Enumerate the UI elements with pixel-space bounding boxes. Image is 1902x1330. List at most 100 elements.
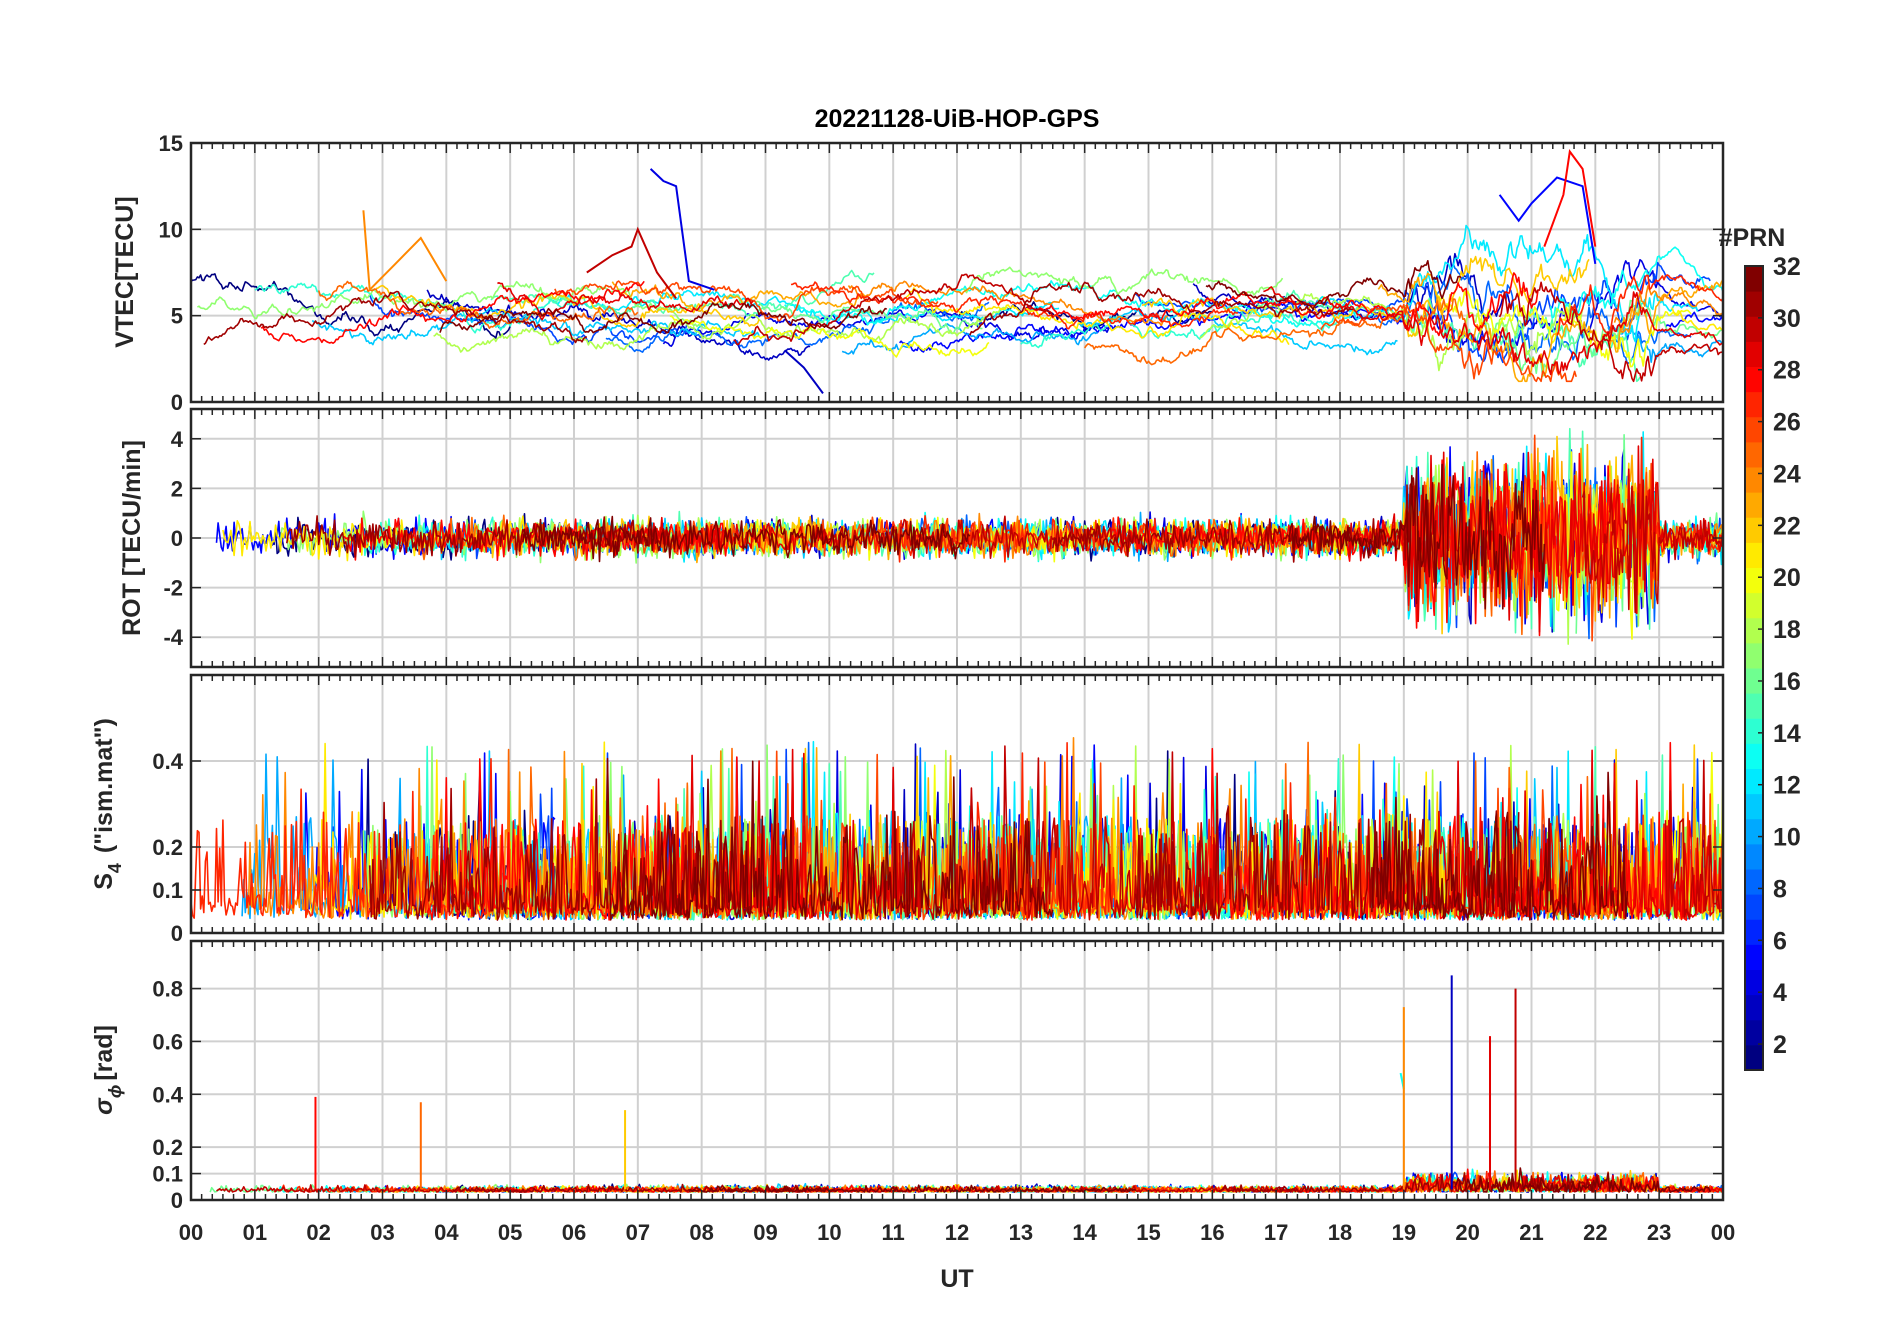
series-prn-28: [1543, 149, 1597, 247]
colorbar-tick-label: 28: [1773, 357, 1801, 385]
trace-prn-17: [197, 280, 709, 329]
y-tick-label: 5: [171, 304, 183, 329]
vtec-ticks: 0 5 10 15: [159, 131, 1724, 415]
colorbar-swatch: [1745, 894, 1763, 920]
colorbar-tick-label: 26: [1773, 409, 1801, 437]
trace-prn-18: [433, 306, 1009, 353]
y-tick-label: 0.6: [152, 1029, 183, 1054]
x-tick-label: 00: [1711, 1220, 1735, 1245]
series-prn-5: [1498, 176, 1597, 265]
rot-ylabel: ROT [TECU/min]: [118, 440, 146, 636]
colorbar-swatch: [1745, 843, 1763, 870]
series-prn-24: [362, 210, 448, 293]
trace-prn-25: [1249, 741, 1634, 921]
trace-prn-16: [727, 293, 983, 335]
colorbar-tick-label: 6: [1773, 927, 1787, 955]
trace-prn-25: [1167, 451, 1552, 636]
vtec-panel: 0 5 10 15 VTEC[TECU]: [111, 131, 1725, 415]
vtec-data: [191, 149, 1723, 394]
colorbar-swatch: [1745, 542, 1763, 568]
colorbar-swatch: [1745, 793, 1763, 820]
y-tick-label: 0: [171, 390, 183, 415]
colorbar-swatch: [1745, 266, 1763, 292]
y-tick-label: 2: [171, 476, 183, 501]
colorbar-swatch: [1745, 668, 1763, 694]
x-tick-label: 22: [1583, 1220, 1607, 1245]
trace-prn-29: [1428, 749, 1723, 920]
x-tick-labels: 00 01 02 03 04 05 06 07 08 09 10 11 12 13 14 15 16 17 18 19…: [179, 1220, 1735, 1245]
x-tick-label: 16: [1200, 1220, 1224, 1245]
y-tick-label: -4: [163, 625, 183, 650]
y-tick-label: 0: [171, 526, 183, 551]
chart-title: 20221128-UiB-HOP-GPS: [815, 105, 1100, 133]
series-prn-4: [649, 168, 715, 291]
trace-prn-31: [969, 281, 1353, 336]
trace-prn-27: [790, 281, 1238, 330]
colorbar-swatch: [1745, 467, 1763, 493]
trace-prn-31: [1218, 1172, 1602, 1193]
trace-prn-13: [1549, 246, 1723, 319]
colorbar-swatch: [1745, 316, 1763, 342]
colorbar-swatch: [1745, 366, 1763, 393]
colorbar-tick-label: 30: [1773, 305, 1801, 333]
sigma-phi-ticks: 00.10.2 0.4 0.6 0.8: [152, 941, 1724, 1213]
colorbar-swatch: [1745, 718, 1763, 744]
x-tick-label: 20: [1455, 1220, 1479, 1245]
vtec-grid: [191, 143, 1723, 402]
colorbar-swatches: [1745, 266, 1763, 1071]
trace-prn-26: [1320, 303, 1577, 383]
trace-prn-31: [286, 515, 671, 558]
colorbar-tick-label: 16: [1773, 668, 1801, 696]
x-tick-label: 11: [882, 1220, 905, 1245]
x-tick-label: 18: [1328, 1220, 1352, 1245]
trace-prn-30: [733, 273, 1054, 346]
trace-prn-3: [1192, 252, 1514, 326]
trace-prn-32: [688, 1184, 1136, 1193]
s4-panel: 0 0.1 0.2 0.4 S4("ism.mat"): [90, 673, 1725, 946]
y-tick-label: 0.2: [152, 835, 183, 860]
colorbar-swatch: [1745, 441, 1763, 468]
y-tick-label: 10: [159, 217, 183, 242]
y-tick-label: 0.1: [152, 878, 183, 903]
trace-prn-20: [1435, 290, 1692, 368]
colorbar-swatch: [1745, 567, 1763, 594]
x-tick-label: 15: [1136, 1220, 1160, 1245]
x-axis-label: UT: [940, 1265, 973, 1293]
colorbar-swatch: [1745, 492, 1763, 518]
trace-prn-30: [1498, 281, 1723, 383]
colorbar-swatch: [1745, 517, 1763, 543]
y-tick-label: 0.4: [152, 1082, 183, 1107]
trace-prn-23: [611, 281, 869, 313]
colorbar-swatch: [1745, 391, 1763, 418]
trace-prn-32: [522, 515, 971, 563]
sigma-phi-panel: 00.10.2 0.4 0.6 0.8 σϕ[rad]: [90, 939, 1725, 1213]
trace-prn-27: [1556, 274, 1723, 336]
trace-prn-28: [260, 280, 645, 345]
colorbar-swatch: [1745, 617, 1763, 644]
colorbar-swatch: [1745, 743, 1763, 769]
trace-prn-32: [1371, 771, 1629, 921]
trace-prn-23: [1377, 272, 1723, 383]
trace-prn-29: [1263, 286, 1723, 376]
colorbar-swatch: [1745, 768, 1763, 795]
colorbar-swatch: [1745, 994, 1763, 1021]
trace-prn-32: [1205, 259, 1462, 310]
trace-prn-28: [1026, 272, 1539, 337]
x-tick-label: 23: [1647, 1220, 1671, 1245]
vtec-ylabel: VTEC[TECU]: [111, 196, 139, 347]
y-tick-label: 0.8: [152, 977, 183, 1002]
colorbar-tick-label: 32: [1773, 253, 1801, 281]
colorbar-swatch: [1745, 341, 1763, 367]
rot-panel: -4 -2 0 2 4 ROT [TECU/min]: [118, 407, 1725, 669]
colorbar-label: #PRN: [1719, 224, 1786, 252]
colorbar-swatch: [1745, 869, 1763, 895]
trace-prn-31: [368, 778, 754, 921]
series-prn-30: [586, 226, 677, 299]
x-tick-label: 08: [689, 1220, 713, 1245]
colorbar-tick-label: 4: [1773, 979, 1787, 1007]
colorbar-swatch: [1745, 818, 1763, 845]
x-tick-label: 10: [817, 1220, 841, 1245]
